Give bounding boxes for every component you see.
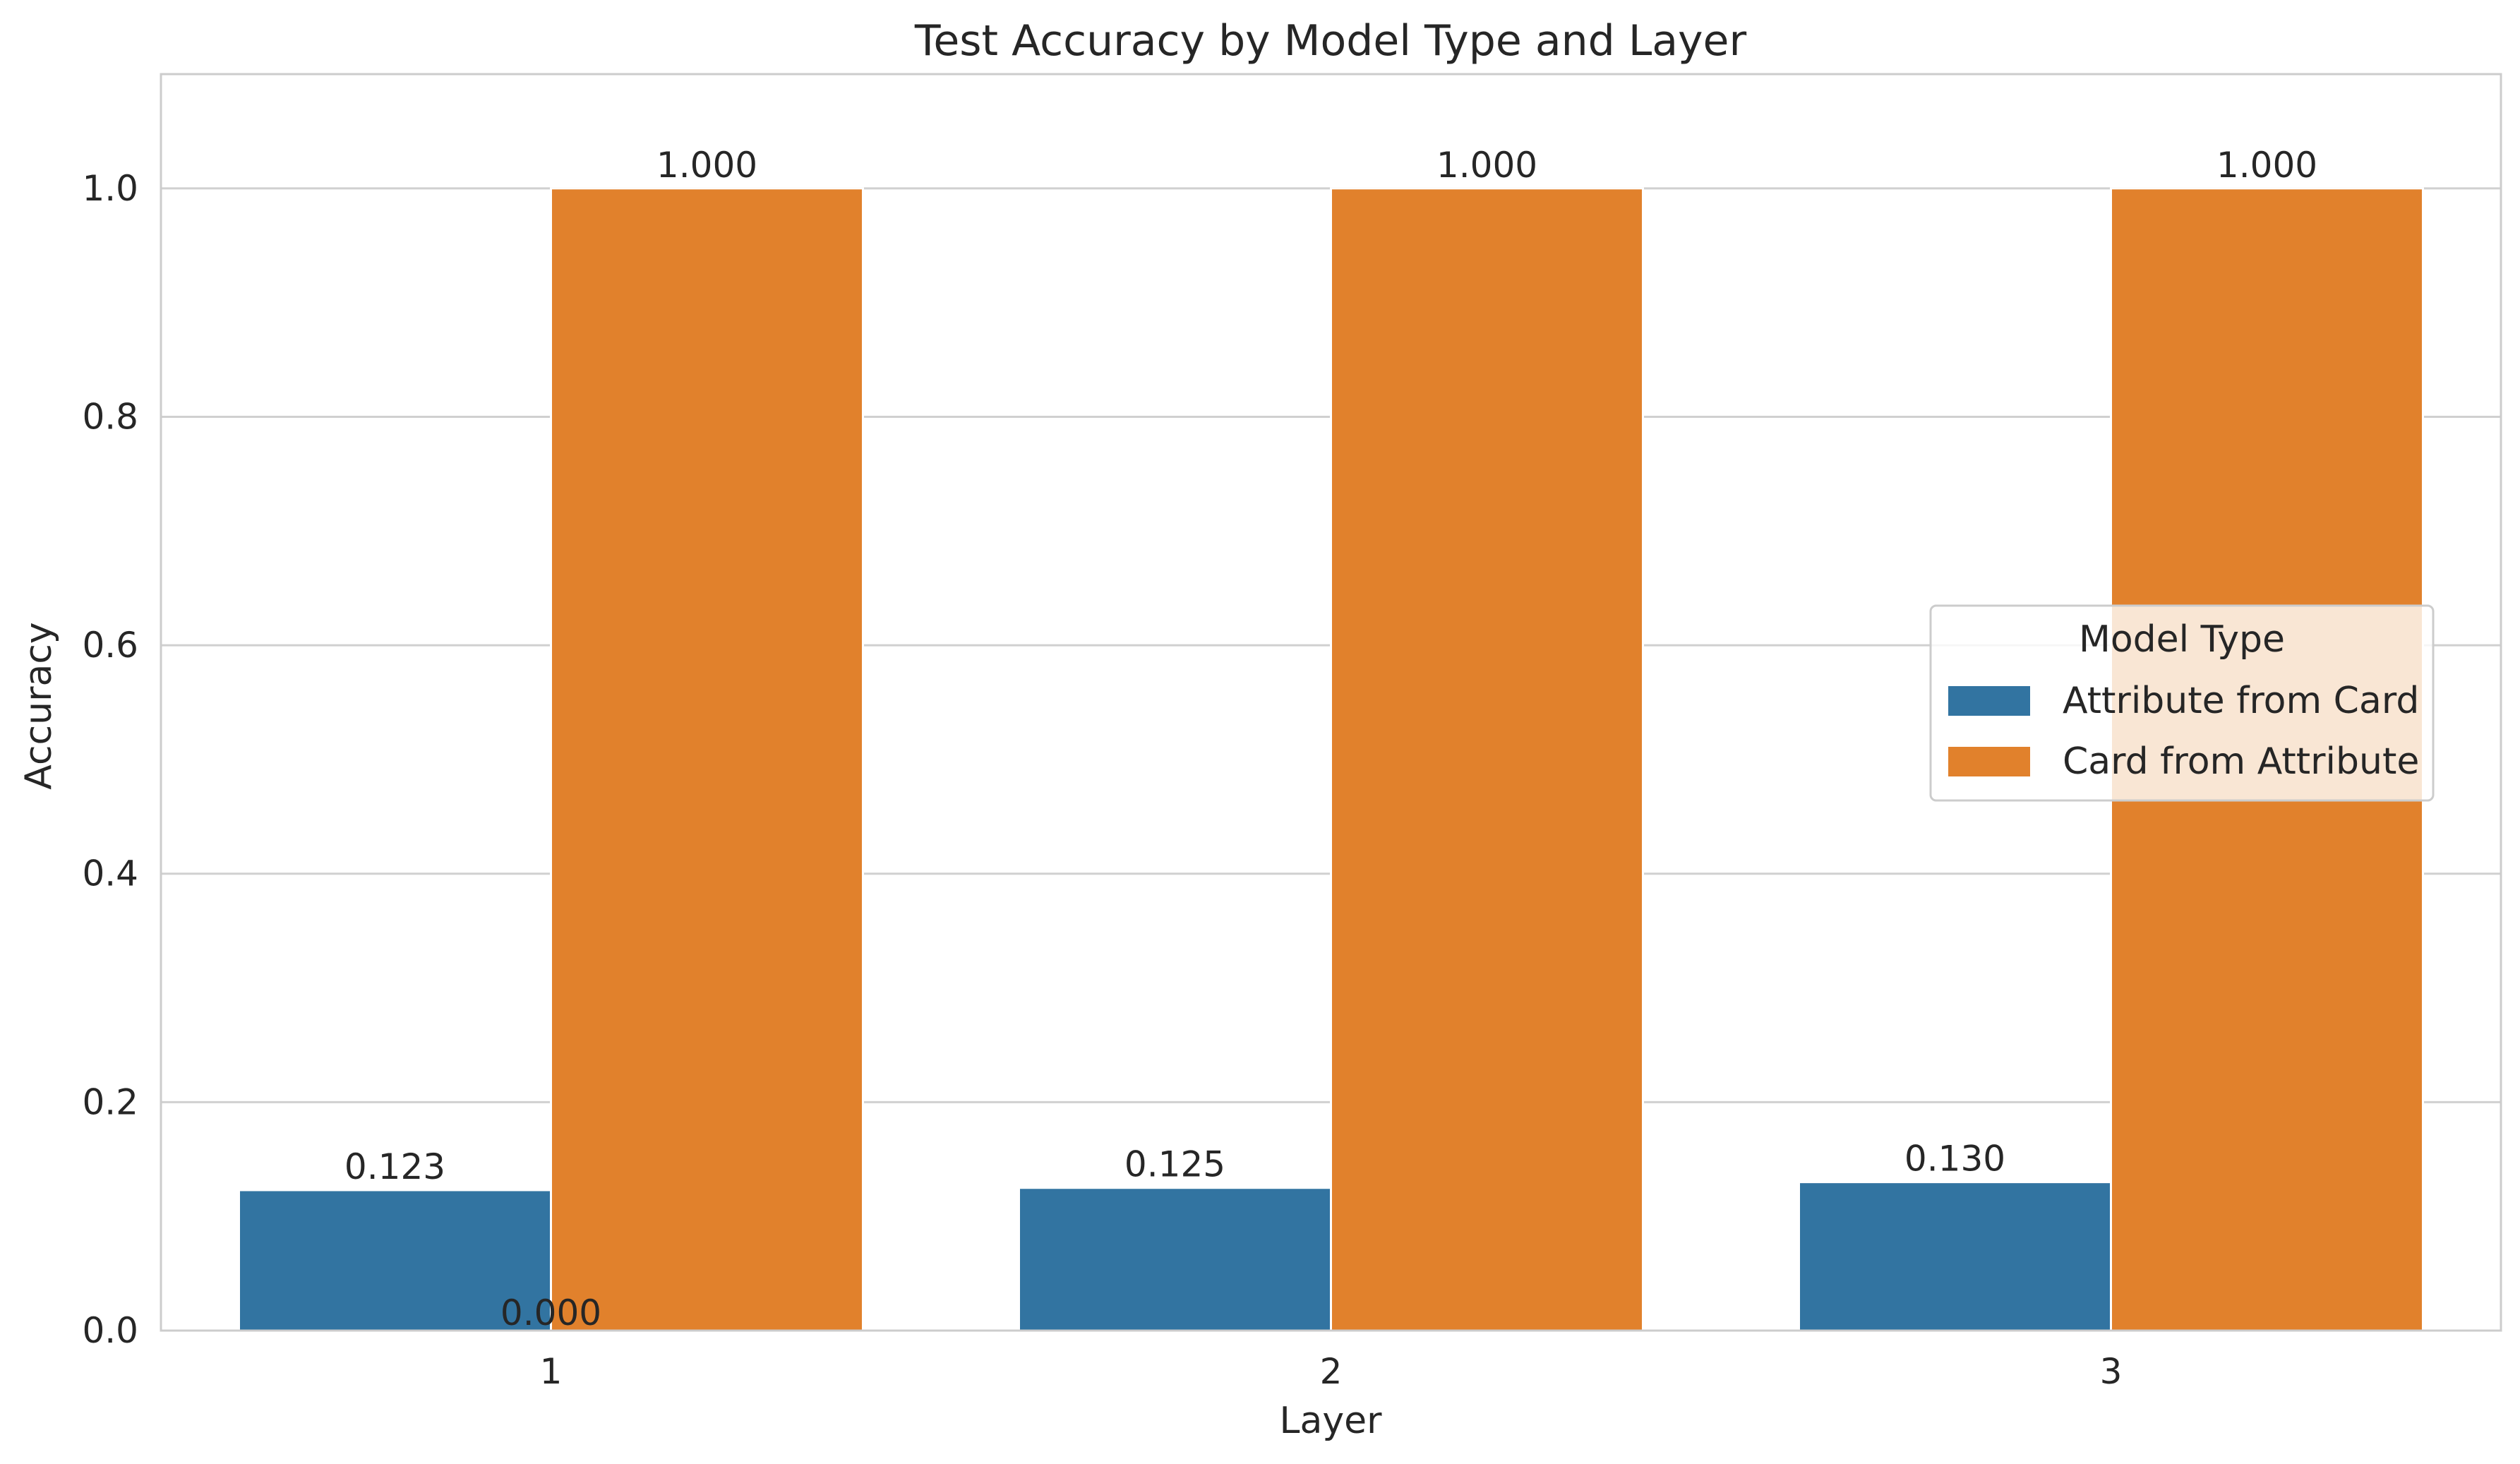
bar-attribute-from-card [1018, 1187, 1332, 1332]
bar-card-from-attribute [550, 187, 864, 1332]
data-label: 0.125 [1124, 1144, 1225, 1185]
legend-label-card-from-attribute: Card from Attribute [2063, 740, 2419, 783]
y-tick-label: 1.0 [82, 168, 138, 209]
x-tick-label: 1 [540, 1351, 563, 1392]
data-label: 0.130 [1904, 1139, 2005, 1180]
data-label: 1.000 [656, 145, 757, 186]
annotation-label: 0.000 [500, 1292, 601, 1333]
legend-swatch-attribute-from-card [1948, 686, 2030, 716]
data-label: 1.000 [1436, 145, 1537, 186]
data-label: 0.123 [344, 1146, 445, 1187]
y-tick-label: 0.6 [82, 625, 138, 666]
y-tick-label: 0.0 [82, 1310, 138, 1351]
data-label: 1.000 [2216, 145, 2317, 186]
chart-title: Test Accuracy by Model Type and Layer [914, 16, 1747, 66]
legend-swatch-card-from-attribute [1948, 747, 2030, 776]
bar-attribute-from-card [1798, 1181, 2112, 1332]
legend-title: Model Type [2079, 618, 2285, 661]
legend-label-attribute-from-card: Attribute from Card [2063, 680, 2419, 722]
y-tick-label: 0.4 [82, 853, 138, 894]
bar-card-from-attribute [1330, 187, 1644, 1332]
x-tick-label: 2 [1320, 1351, 1343, 1392]
data-labels: 0.123 0.125 0.130 1.000 1.000 1.000 0.000 [344, 145, 2317, 1333]
y-tick-labels: 0.0 0.2 0.4 0.6 0.8 1.0 [82, 168, 138, 1351]
legend-box [1929, 604, 2435, 802]
bars-group [238, 187, 2424, 1332]
x-axis-label: Layer [1280, 1400, 1383, 1442]
plot-frame [160, 73, 2502, 1332]
legend: Model Type Attribute from Card Card from… [1929, 604, 2435, 802]
x-tick-labels: 1 2 3 [540, 1351, 2123, 1392]
y-tick-label: 0.2 [82, 1081, 138, 1122]
y-axis-label: Accuracy [18, 622, 60, 789]
y-tick-label: 0.8 [82, 396, 138, 437]
x-tick-label: 3 [2100, 1351, 2123, 1392]
